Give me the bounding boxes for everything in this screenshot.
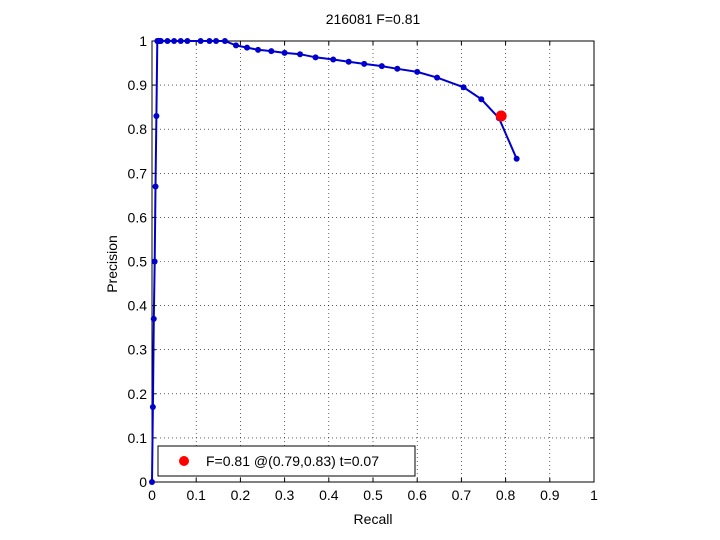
x-tick-label: 0	[148, 487, 156, 503]
legend: F=0.81 @(0.79,0.83) t=0.07	[157, 445, 416, 477]
data-point	[171, 38, 178, 44]
y-tick-label: 1	[139, 33, 147, 49]
x-tick-label: 0.3	[275, 487, 295, 503]
data-point	[268, 48, 275, 55]
x-tick-label: 1	[590, 487, 598, 503]
data-point	[460, 84, 467, 91]
y-axis-label: Precision	[104, 235, 120, 293]
grid	[152, 41, 594, 482]
x-tick-label: 0.1	[186, 487, 206, 503]
y-tick-label: 0.6	[128, 209, 148, 225]
data-point	[345, 58, 352, 65]
y-tick-label: 0.9	[128, 77, 148, 93]
y-tick-label: 0.3	[128, 342, 148, 358]
data-point	[157, 38, 164, 44]
x-tick-label: 0.8	[496, 487, 516, 503]
data-point	[244, 44, 251, 51]
x-axis-label: Recall	[354, 511, 393, 527]
data-point	[151, 258, 158, 265]
data-point	[513, 155, 520, 162]
data-point	[149, 479, 155, 485]
y-tick-label: 0.7	[128, 165, 148, 181]
best-f-point	[495, 110, 507, 122]
legend-box	[157, 445, 416, 477]
data-point	[330, 56, 337, 63]
y-tick-label: 0	[139, 474, 147, 490]
y-tick-label: 0.2	[128, 386, 148, 402]
data-point	[297, 51, 304, 58]
data-point	[312, 54, 319, 61]
x-tick-label: 0.4	[319, 487, 339, 503]
x-tick-label: 0.2	[231, 487, 251, 503]
series-layer	[149, 38, 520, 485]
data-point	[361, 60, 368, 67]
data-point	[164, 38, 171, 44]
y-tick-label: 0.4	[128, 298, 148, 314]
data-point	[221, 38, 228, 44]
y-tick-label: 0.5	[128, 254, 148, 270]
legend-marker	[179, 456, 189, 466]
data-point	[184, 38, 191, 44]
data-point	[149, 404, 156, 411]
y-tick-label: 0.1	[128, 430, 148, 446]
data-point	[255, 46, 262, 53]
data-point	[152, 183, 159, 190]
data-point	[206, 38, 213, 44]
y-tick-label: 0.8	[128, 121, 148, 137]
data-point	[150, 315, 157, 322]
series-line	[151, 40, 518, 483]
x-tick-label: 0.5	[363, 487, 383, 503]
data-point	[197, 38, 204, 44]
data-point	[478, 96, 485, 103]
data-point	[213, 38, 220, 44]
data-point	[414, 68, 421, 75]
x-tick-label: 0.7	[452, 487, 472, 503]
legend-label: F=0.81 @(0.79,0.83) t=0.07	[206, 453, 379, 469]
x-tick-label: 0.6	[407, 487, 427, 503]
data-point	[281, 49, 288, 56]
data-point	[394, 65, 401, 72]
y-ticks: 0 0.1 0.2 0.3 0.4 0.5 0.6 0.7 0.8 0.9 1	[128, 33, 594, 490]
data-point	[153, 112, 160, 119]
chart-title: 216081 F=0.81	[326, 11, 421, 27]
x-ticks: 0 0.1 0.2 0.3 0.4 0.5 0.6 0.7 0.8 0.9 1	[148, 41, 598, 503]
x-tick-label: 0.9	[540, 487, 560, 503]
data-point	[378, 63, 385, 70]
data-point	[434, 74, 441, 81]
data-point	[232, 42, 239, 49]
data-point	[177, 38, 184, 44]
